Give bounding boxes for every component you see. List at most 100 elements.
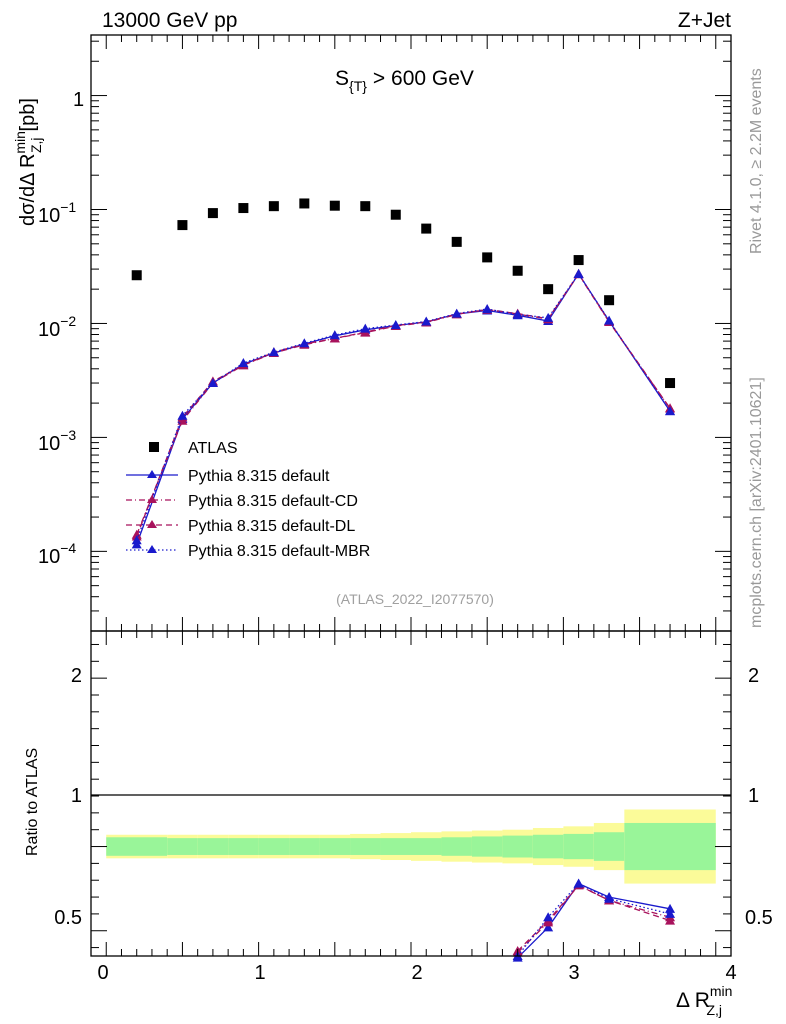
legend-marker-default [147, 470, 157, 478]
pythia-8-315-default-mbr-point [238, 357, 249, 367]
ratio-y-tick-label-right-0.5: 0.5 [745, 907, 773, 929]
legend-marker-default-cd [147, 495, 157, 503]
atlas-point [329, 200, 340, 211]
inner-band-bin [502, 835, 533, 858]
ratio-pythia-8-315-default-point [665, 903, 676, 913]
atlas-point [360, 201, 371, 212]
legend-label-atlas: ATLAS [188, 440, 238, 457]
ratio-panel-frame [90, 630, 732, 957]
atlas-point [131, 270, 142, 281]
pythia-8-315-default-mbr-point [390, 319, 401, 329]
source-reference-label: mcplots.cern.ch [arXiv:2401.10621] [748, 377, 765, 628]
ratio-pythia-8-315-default-dl-line [517, 884, 671, 952]
ratio-pythia-8-315-default-cd-line [517, 884, 671, 954]
ratio-pythia-8-315-default-mbr-point [604, 893, 615, 903]
pythia-8-315-default-mbr-point [665, 406, 676, 416]
atlas-point [604, 295, 615, 306]
legend-marker-default-mbr [147, 545, 157, 553]
ratio-y-axis-title: Ratio to ATLAS [24, 748, 41, 856]
beam-label: 13000 GeV pp [102, 9, 237, 32]
legend-entry-default: Pythia 8.315 default [126, 468, 330, 485]
inner-band-bin [350, 838, 381, 855]
pythia-8-315-default-mbr-point [299, 338, 310, 348]
y-tick-label-1e-2: 10−2 [38, 313, 76, 341]
ratio-pythia-8-315-default-mbr-point [665, 908, 676, 918]
atlas-point [268, 201, 279, 212]
analysis-id-label: (ATLAS_2022_I2077570) [336, 591, 494, 607]
atlas-point [421, 223, 432, 234]
pythia-8-315-default-mbr-point [512, 309, 523, 319]
pythia-8-315-default-mbr-point [360, 323, 371, 333]
x-tick-label-0: 0 [97, 962, 108, 984]
atlas-point [238, 203, 249, 214]
inner-band-bin [624, 822, 716, 871]
inner-band-bin [532, 834, 564, 859]
atlas-point [482, 252, 493, 263]
ratio-pythia-8-315-default-mbr-point [543, 912, 554, 922]
inner-band-bin [197, 838, 229, 855]
pythia-8-315-default-mbr-point [207, 378, 218, 388]
pythia-8-315-default-mbr-point [131, 535, 142, 545]
ratio-y-tick-labels-left: 0.5 1 2 [54, 665, 82, 929]
atlas-point [451, 236, 462, 247]
pythia-8-315-default-mbr-point [482, 303, 493, 313]
inner-band-bin [167, 838, 198, 855]
inner-band-bin [380, 838, 411, 855]
inner-band-bin [563, 833, 594, 860]
inner-band-bin [228, 838, 259, 855]
legend-label-default-cd: Pythia 8.315 default-CD [188, 493, 358, 510]
atlas-point [573, 255, 584, 266]
legend-entry-atlas: ATLAS [149, 440, 238, 457]
main-panel-frame [90, 34, 732, 632]
x-tick-label-1: 1 [254, 962, 265, 984]
atlas-point [177, 220, 188, 231]
inner-band-bin [593, 832, 625, 861]
cut-label: S{T} > 600 GeV [335, 67, 474, 94]
x-axis-title: Δ Rmin Z,j [676, 983, 732, 1018]
ratio-axis-ticks [90, 631, 732, 956]
legend-entry-default-cd: Pythia 8.315 default-CD [126, 493, 358, 510]
ratio-x-tick-labels: 0 1 2 3 4 [97, 962, 736, 984]
pythia-8-315-default-mbr-point [573, 268, 584, 278]
ratio-panel: 0.5 1 2 0.5 1 2 Ratio to ATLAS 0 1 2 3 4… [24, 630, 773, 1018]
atlas-point [299, 198, 310, 209]
pythia-8-315-default-mbr-point [268, 347, 279, 357]
legend-marker-atlas [149, 442, 159, 452]
ratio-pythia-8-315-default-dl-point [665, 915, 676, 925]
x-tick-label-4: 4 [725, 962, 736, 984]
pythia-8-315-default-mbr-point [451, 308, 462, 318]
ratio-y-tick-label-0.5: 0.5 [54, 907, 82, 929]
main-axis-ticks [90, 35, 732, 632]
main-data-layer [131, 198, 676, 549]
y-tick-label-1e-1: 10−1 [38, 199, 76, 227]
legend-entry-default-mbr: Pythia 8.315 default-MBR [126, 543, 370, 560]
pythia-8-315-default-mbr-point [177, 410, 188, 420]
legend-label-default-mbr: Pythia 8.315 default-MBR [188, 543, 370, 560]
inner-band-bin [258, 838, 290, 855]
ratio-pythia-8-315-default-point [543, 922, 554, 932]
legend-marker-default-dl [147, 520, 157, 528]
main-y-axis-title: dσ/dΔ RminZ,j[pb] [12, 98, 44, 226]
ratio-pythia-8-315-default-line [517, 882, 671, 959]
ratio-y-tick-label-right-2: 2 [748, 665, 759, 687]
x-tick-label-3: 3 [568, 962, 579, 984]
ratio-y-tick-label-2: 2 [71, 665, 82, 687]
atlas-point [665, 378, 676, 389]
legend-label-default-dl: Pythia 8.315 default-DL [188, 518, 355, 535]
ratio-data-layer [512, 878, 676, 962]
pythia-8-315-default-mbr-point [543, 312, 554, 322]
atlas-point [390, 209, 401, 220]
ratio-y-tick-label-1: 1 [71, 785, 82, 807]
inner-band-bin [471, 836, 503, 857]
legend-label-default: Pythia 8.315 default [188, 468, 330, 485]
atlas-point [512, 265, 523, 276]
y-tick-label-1e-4: 10−4 [38, 540, 76, 568]
ratio-y-tick-labels-right: 0.5 1 2 [745, 665, 773, 929]
main-y-tick-labels: 10−4 10−3 10−2 10−1 1 [38, 89, 84, 568]
ratio-pythia-8-315-default-mbr-point [573, 878, 584, 888]
x-tick-label-2: 2 [411, 962, 422, 984]
inner-band-bin [411, 838, 442, 855]
inner-band-bin [289, 838, 320, 855]
generator-info-label: Rivet 4.1.0, ≥ 2.2M events [748, 68, 765, 254]
